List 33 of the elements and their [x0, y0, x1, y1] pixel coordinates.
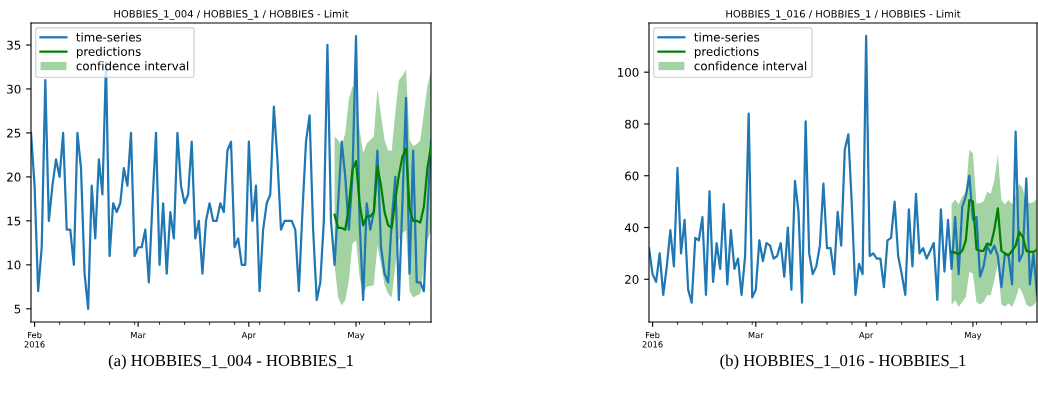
x-tick-label: May	[348, 331, 365, 340]
x-tick-label: May	[965, 331, 982, 340]
y-tick-label: 10	[7, 260, 21, 270]
legend-label: time-series	[694, 32, 760, 42]
line-series	[649, 34, 1037, 304]
text: (a) HOBBIES_1_004 - HOBBIES_1	[108, 354, 353, 370]
legend-label: predictions	[76, 46, 141, 59]
x-tick-label: Feb 2016	[642, 331, 663, 348]
y-tick-label: 60	[625, 171, 639, 181]
text: (b) HOBBIES_1_016 - HOBBIES_1	[720, 354, 966, 370]
legend-label: time-series	[76, 32, 142, 42]
line-series	[950, 198, 1037, 257]
y-tick-label: 100	[618, 67, 639, 77]
y-tick-label: 5	[14, 304, 21, 314]
legend-label: confidence interval	[694, 61, 807, 71]
y-tick-label: 35	[7, 40, 21, 50]
x-tick-label: Mar	[131, 331, 146, 339]
y-tick-label: 30	[7, 84, 21, 94]
x-tick-label: Mar	[748, 331, 764, 339]
line-series	[333, 145, 431, 231]
legend-label: confidence interval	[76, 61, 189, 71]
y-tick-label: 25	[7, 128, 21, 138]
y-tick-label: 40	[624, 223, 639, 233]
chart-title: HOBBIES_1_016 / HOBBIES_1 / HOBBIES - Limit	[726, 9, 961, 20]
chart-title: HOBBIES_1_004 / HOBBIES_1 / HOBBIES - Limit	[114, 9, 349, 20]
x-tick-label: Apr	[241, 331, 257, 340]
y-tick-label: 15	[7, 216, 21, 226]
y-tick-label: 20	[7, 172, 21, 182]
y-tick-label: 80	[625, 119, 639, 129]
legend-label: predictions	[694, 46, 759, 59]
y-tick-label: 20	[625, 275, 639, 284]
x-tick-label: Feb 2016	[24, 331, 45, 348]
x-tick-label: Apr	[858, 331, 874, 340]
